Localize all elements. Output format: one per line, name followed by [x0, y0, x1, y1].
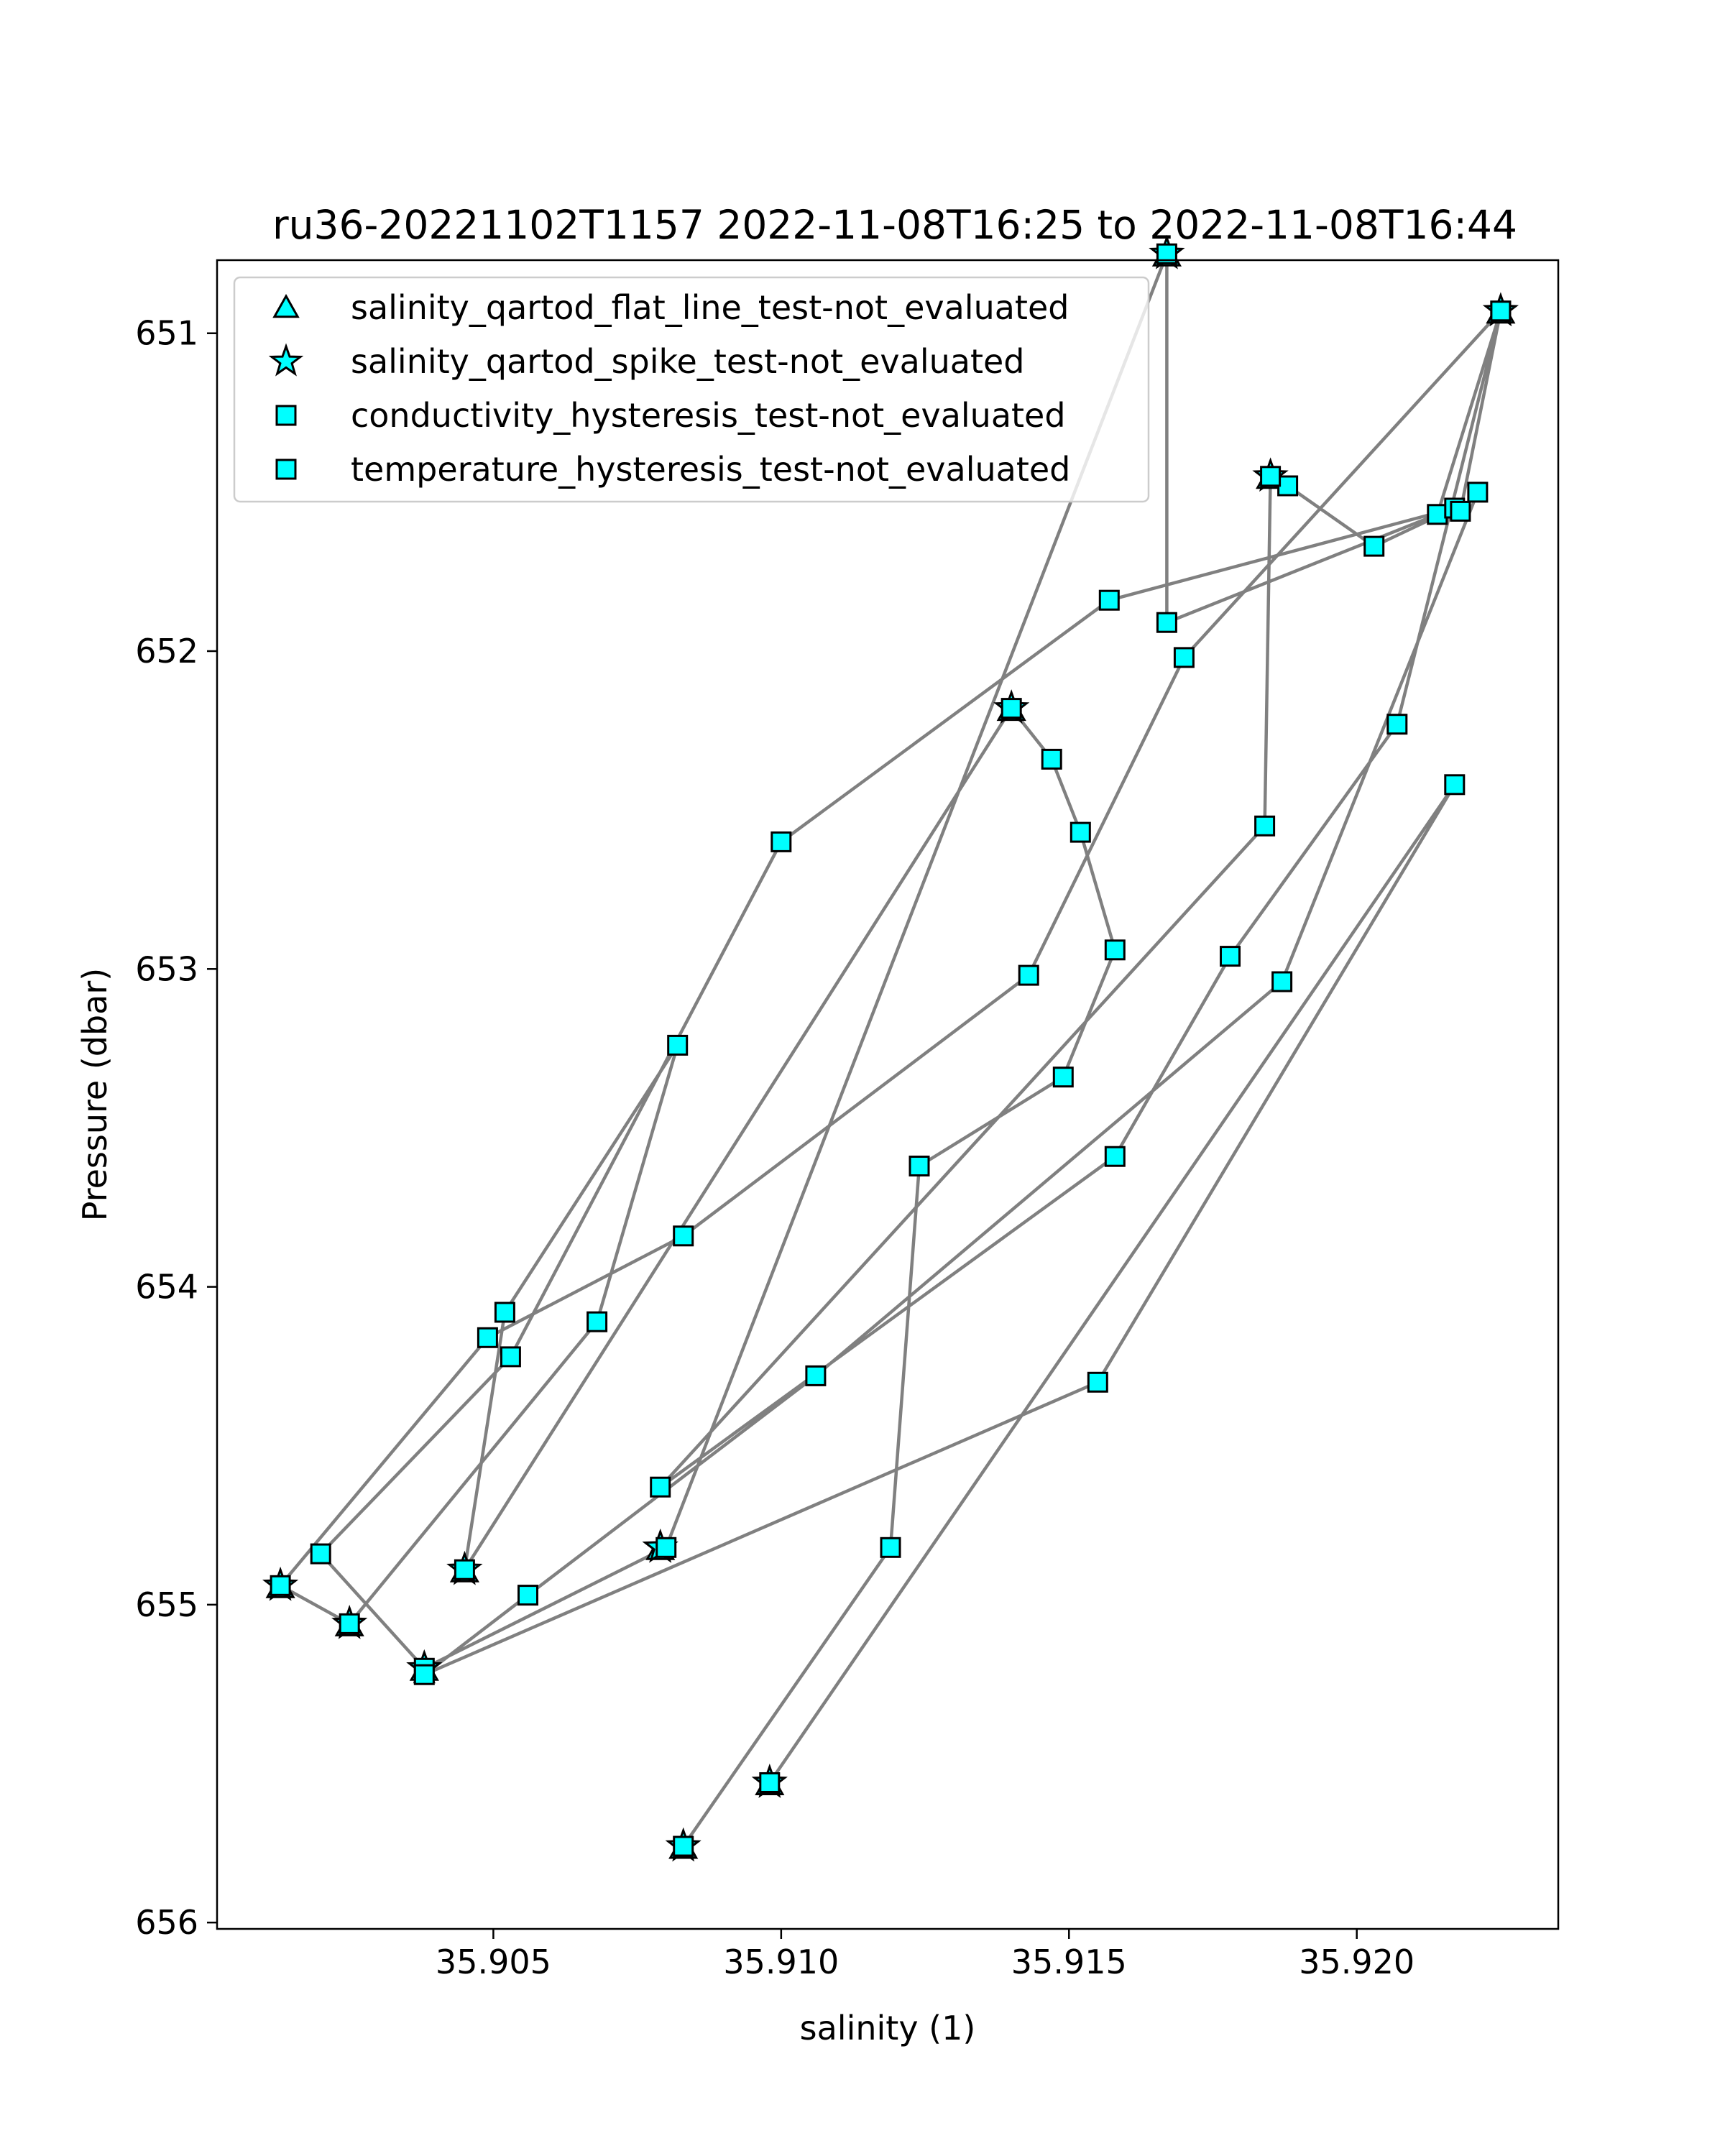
legend-triangle-icon [272, 293, 300, 318]
chart-title: ru36-20221102T1157 2022-11-08T16:25 to 2… [272, 202, 1517, 248]
x-tick-label: 35.915 [1011, 1943, 1127, 1981]
data-point [1156, 612, 1177, 633]
data-point [494, 1302, 515, 1323]
legend-square-icon [275, 405, 297, 426]
data-point [1490, 300, 1512, 322]
y-tick-label: 653 [135, 949, 198, 988]
x-axis: 35.905 35.910 35.915 35.920 [436, 1929, 1414, 1981]
data-point [656, 1537, 677, 1558]
data-point [880, 1537, 901, 1558]
data-point [310, 1543, 331, 1565]
y-tick-label: 651 [135, 314, 198, 353]
data-point [586, 1311, 608, 1332]
legend: salinity_qartod_flat_line_test-not_evalu… [233, 276, 1150, 503]
legend-square-icon [275, 459, 297, 480]
data-point [667, 1034, 689, 1056]
plot-frame [216, 259, 1560, 1930]
data-point [1173, 647, 1195, 668]
y-tick-label: 655 [135, 1585, 198, 1624]
data-point [1363, 535, 1385, 557]
data-point [1041, 748, 1062, 770]
x-tick-label: 35.905 [436, 1943, 551, 1981]
data-point [650, 1476, 671, 1498]
data-point [1467, 482, 1489, 503]
data-point [270, 1575, 291, 1596]
y-tick-label: 656 [135, 1903, 198, 1942]
data-point [1070, 821, 1091, 843]
legend-label: conductivity_hysteresis_test-not_evaluat… [351, 396, 1066, 435]
data-point [477, 1327, 498, 1348]
data-point [1277, 475, 1299, 497]
data-point [1271, 971, 1293, 992]
data-point [413, 1664, 435, 1685]
data-point [1444, 774, 1466, 796]
x-tick-label: 35.910 [723, 1943, 839, 1981]
data-point [1260, 466, 1282, 487]
data-point [1220, 946, 1241, 967]
y-tick-label: 652 [135, 632, 198, 671]
data-point [518, 1585, 538, 1606]
data-point [1018, 964, 1039, 986]
data-point [673, 1835, 694, 1857]
data-point [1427, 504, 1448, 525]
data-point [339, 1613, 360, 1634]
data-point [759, 1772, 781, 1793]
legend-label: temperature_hysteresis_test-not_evaluate… [351, 450, 1070, 489]
data-point [908, 1156, 930, 1176]
data-point [673, 1225, 694, 1247]
data-point [1052, 1067, 1074, 1088]
data-point [805, 1365, 827, 1386]
data-point [1087, 1371, 1108, 1393]
legend-label: salinity_qartod_flat_line_test-not_evalu… [351, 288, 1069, 327]
data-point [454, 1559, 475, 1580]
legend-star-icon [268, 343, 304, 377]
data-point [770, 831, 792, 852]
data-point [1450, 500, 1471, 522]
data-point [1104, 1146, 1126, 1167]
plot-content [262, 234, 1519, 1862]
x-tick-label: 35.920 [1299, 1943, 1414, 1981]
data-point [500, 1346, 521, 1368]
y-axis: 651 652 653 654 655 656 [135, 314, 217, 1942]
legend-box [233, 276, 1150, 503]
data-point [1254, 815, 1276, 837]
x-axis-label: salinity (1) [800, 2009, 976, 2047]
y-axis-label: Pressure (dbar) [75, 968, 114, 1221]
data-point [1000, 698, 1022, 719]
y-tick-label: 654 [135, 1268, 198, 1307]
data-point [1104, 939, 1126, 961]
data-point [1098, 589, 1120, 611]
data-point [1386, 714, 1408, 735]
legend-label: salinity_qartod_spike_test-not_evaluated [351, 342, 1024, 381]
